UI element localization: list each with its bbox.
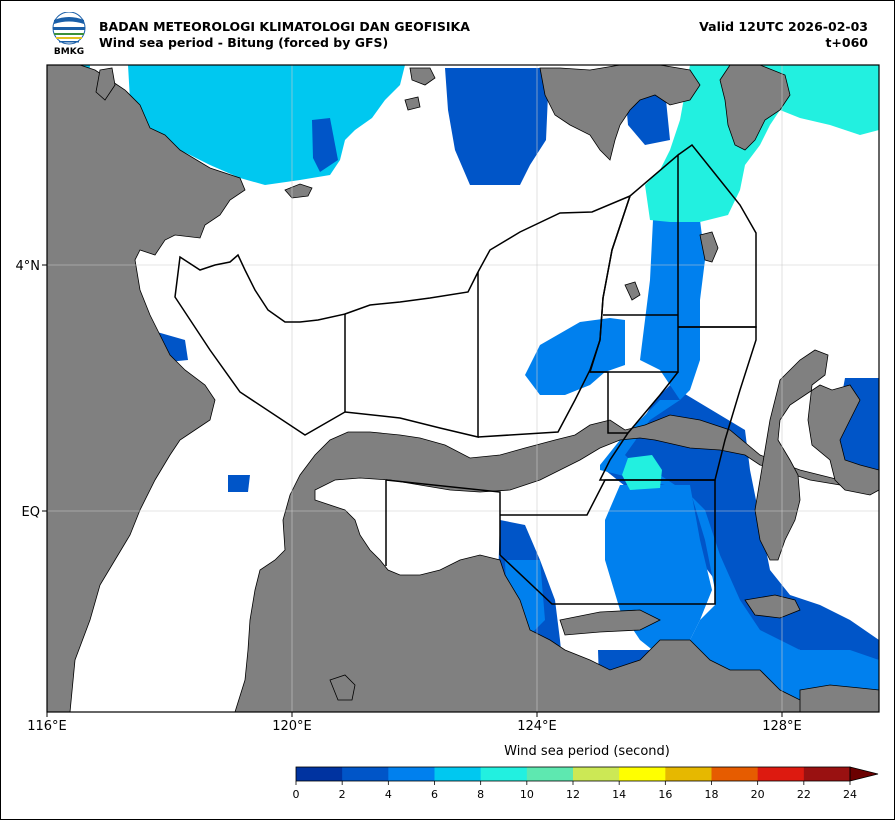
forecast-zones — [174, 143, 757, 605]
colorbar-tick-label-24: 24 — [843, 788, 857, 801]
land-sula — [744, 594, 801, 619]
x-tick-label-116: 116°E — [27, 719, 67, 734]
land-north-islands — [409, 67, 436, 86]
colorbar-tick-label-20: 20 — [751, 788, 765, 801]
map-area — [47, 65, 879, 712]
colorbar-cell-6 — [573, 767, 620, 781]
period-region-2-4-sulu-east — [445, 68, 548, 185]
x-tick-label-128: 128°E — [762, 719, 802, 734]
zone-molucca-south — [499, 480, 716, 605]
period-region-8-10-north-east — [645, 65, 879, 222]
colorbar-cell-7 — [619, 767, 666, 781]
valid-time: Valid 12UTC 2026-02-03 — [699, 19, 868, 34]
zone-celebes-central — [344, 271, 479, 438]
period-region-2-4-molucca — [605, 385, 879, 660]
colorbar-cell-5 — [526, 767, 574, 781]
x-axis-labels: 116°E 120°E 124°E 128°E — [27, 719, 802, 734]
gridlines — [47, 65, 879, 712]
period-region-2-4-strait — [312, 118, 338, 172]
land-northeast — [719, 65, 791, 151]
org-name: BADAN METEOROLOGI KLIMATOLOGI DAN GEOFIS… — [99, 19, 470, 34]
period-region-4-6-north-sulawesi — [600, 220, 879, 712]
land-halmahera — [754, 349, 879, 561]
x-tick-label-124: 124°E — [517, 719, 557, 734]
map-subtitle: Wind sea period - Bitung (forced by GFS) — [99, 34, 389, 50]
x-tick-label-120: 120°E — [272, 719, 312, 734]
colorbar-tick-label-12: 12 — [566, 788, 580, 801]
colorbar-tick-label-18: 18 — [705, 788, 719, 801]
colorbar-tick-label-16: 16 — [658, 788, 672, 801]
colorbar-cells — [296, 767, 851, 781]
land-peleng — [559, 609, 661, 636]
colorbar-cell-4 — [480, 767, 528, 781]
land-borneo — [47, 65, 246, 712]
zone-gulf-mid — [590, 314, 678, 434]
zone-sangihe — [588, 153, 679, 373]
colorbar-title: Wind sea period (second) — [504, 744, 670, 759]
title-block: BADAN METEOROLOGI KLIMATOLOGI DAN GEOFIS… — [99, 19, 470, 50]
map-border — [46, 64, 880, 713]
colorbar-tick-label-8: 8 — [477, 788, 484, 801]
land-sulawesi — [234, 414, 879, 712]
land-small-island-4 — [329, 674, 356, 701]
colorbar-tick-label-2: 2 — [339, 788, 346, 801]
land-small-island-2 — [624, 281, 641, 301]
y-axis-labels: 4°N EQ — [16, 259, 41, 520]
axis-ticks — [42, 264, 783, 717]
bmkg-logo: BMKG — [52, 12, 86, 56]
land-mindanao — [539, 65, 701, 161]
colorbar-tick-label-10: 10 — [520, 788, 534, 801]
colorbar-cell-2 — [388, 767, 435, 781]
valid-block: Valid 12UTC 2026-02-03 t+060 — [699, 19, 868, 50]
colorbar-cell-3 — [434, 767, 482, 781]
colorbar-extend-arrow — [849, 766, 879, 782]
period-region-2-4-small-1 — [228, 475, 250, 492]
colorbar-tick-label-14: 14 — [612, 788, 626, 801]
zone-celebes-west — [174, 253, 346, 436]
land-obi — [799, 684, 879, 712]
lead-time: t+060 — [825, 34, 868, 50]
y-tick-label-4n: 4°N — [16, 259, 41, 274]
land — [47, 65, 879, 712]
colorbar-cell-11 — [803, 767, 851, 781]
land-sangihe-talaud — [699, 231, 719, 263]
colorbar-tick-label-6: 6 — [431, 788, 438, 801]
wave-period-field — [47, 65, 879, 712]
zone-tomini-north — [385, 479, 715, 566]
land-small-island-3 — [404, 96, 421, 111]
colorbar: 0 2 4 6 8 10 12 14 16 18 20 22 24 — [293, 766, 879, 801]
colorbar-tick-label-22: 22 — [797, 788, 811, 801]
colorbar-cell-9 — [711, 767, 759, 781]
colorbar-cell-10 — [757, 767, 805, 781]
colorbar-tick-label-4: 4 — [385, 788, 392, 801]
logo-text: BMKG — [54, 47, 84, 56]
land-west-coast — [95, 67, 116, 101]
colorbar-cell-1 — [342, 767, 389, 781]
colorbar-cell-0 — [296, 767, 343, 781]
period-region-8-10-gulf-patch — [622, 455, 662, 490]
y-tick-label-eq: EQ — [22, 505, 40, 520]
colorbar-cell-8 — [665, 767, 712, 781]
colorbar-tick-label-0: 0 — [293, 788, 300, 801]
colorbar-ticks: 0 2 4 6 8 10 12 14 16 18 20 22 24 — [293, 781, 857, 801]
